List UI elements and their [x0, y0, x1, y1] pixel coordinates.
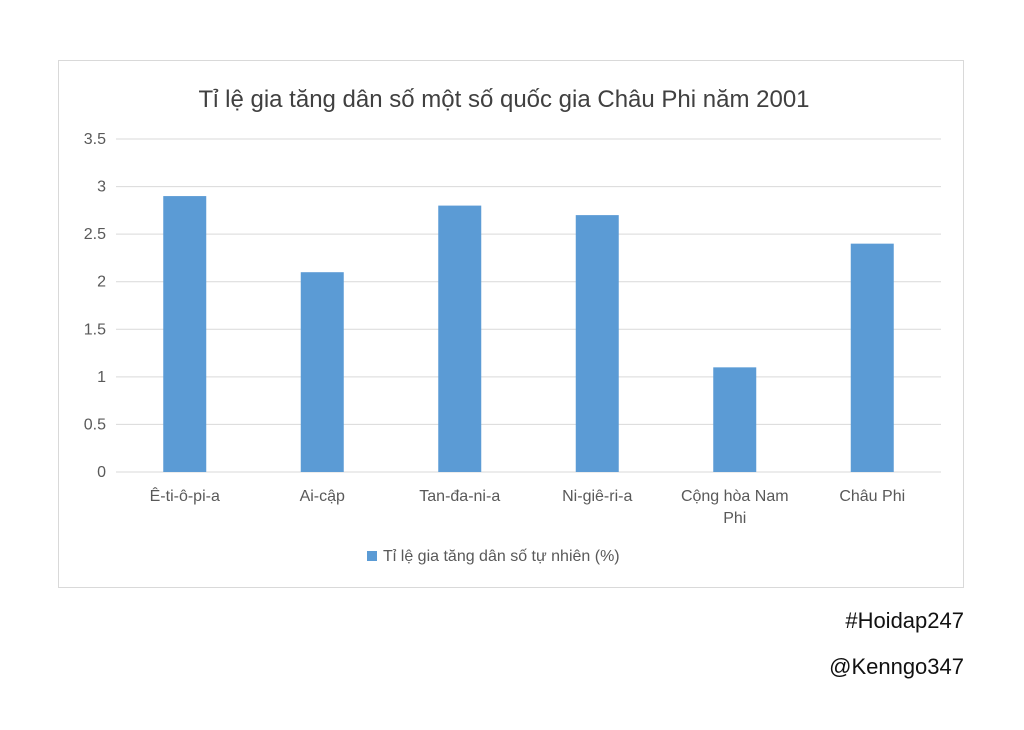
author-watermark: @Kenngo347 [829, 654, 964, 679]
x-tick-label: Châu Phi [839, 488, 905, 505]
legend-label: Tỉ lệ gia tăng dân số tự nhiên (%) [383, 548, 620, 565]
bar-2 [438, 205, 482, 472]
y-tick-label: 1 [97, 369, 106, 386]
y-tick-label: 1.5 [84, 321, 106, 338]
hashtag-watermark: #Hoidap247 [845, 608, 964, 633]
legend-swatch [367, 551, 377, 561]
x-axis-labels: Ê-ti-ô-pi-a Ai-cập Tan-đa-ni-a Ni-giê-ri-a C… [150, 486, 906, 527]
bar-5 [850, 243, 894, 472]
bar-0 [163, 196, 207, 473]
y-tick-label: 0 [97, 464, 106, 481]
x-tick-label: Ai-cập [300, 488, 345, 505]
x-tick-label: Ê-ti-ô-pi-a [150, 486, 220, 505]
bar-1 [300, 272, 344, 472]
bar-4 [713, 367, 757, 472]
y-tick-label: 0.5 [84, 416, 106, 433]
y-tick-label: 3.5 [84, 131, 106, 148]
x-tick-label: Cộng hòa Nam Phi [681, 488, 789, 527]
y-tick-label: 2.5 [84, 226, 106, 243]
bar-3 [575, 215, 619, 472]
y-axis-ticks: 0 0.5 1 1.5 2 2.5 3 3.5 [84, 131, 106, 481]
bar-chart: Tỉ lệ gia tăng dân số một số quốc gia Ch… [84, 86, 941, 565]
legend: Tỉ lệ gia tăng dân số tự nhiên (%) [367, 548, 620, 565]
y-tick-label: 2 [97, 274, 106, 291]
x-tick-label: Tan-đa-ni-a [419, 488, 500, 505]
gridlines [116, 138, 941, 473]
y-tick-label: 3 [97, 179, 106, 196]
x-tick-label: Ni-giê-ri-a [562, 488, 632, 505]
chart-title: Tỉ lệ gia tăng dân số một số quốc gia Ch… [198, 86, 809, 113]
bars [163, 196, 894, 473]
chart-frame: Tỉ lệ gia tăng dân số một số quốc gia Ch… [58, 60, 964, 588]
